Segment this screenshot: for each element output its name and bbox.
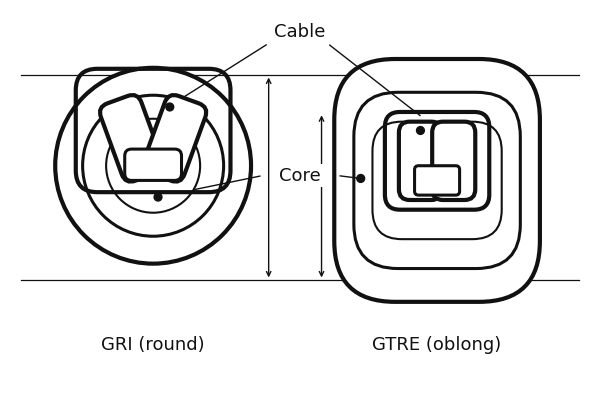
Circle shape — [416, 126, 424, 134]
FancyBboxPatch shape — [143, 95, 206, 182]
Circle shape — [166, 103, 173, 111]
Circle shape — [55, 68, 251, 264]
Circle shape — [106, 119, 200, 213]
Text: Cable: Cable — [274, 22, 326, 40]
FancyBboxPatch shape — [125, 149, 182, 180]
Circle shape — [83, 95, 224, 236]
Circle shape — [154, 193, 162, 201]
FancyBboxPatch shape — [432, 122, 475, 200]
FancyBboxPatch shape — [415, 166, 460, 195]
Circle shape — [357, 174, 365, 182]
FancyBboxPatch shape — [399, 122, 442, 200]
FancyBboxPatch shape — [100, 95, 163, 182]
Text: GTRE (oblong): GTRE (oblong) — [373, 336, 502, 354]
Text: Core: Core — [279, 166, 321, 184]
FancyBboxPatch shape — [354, 92, 520, 268]
FancyBboxPatch shape — [373, 122, 502, 239]
FancyBboxPatch shape — [334, 59, 540, 302]
Text: GRI (round): GRI (round) — [101, 336, 205, 354]
